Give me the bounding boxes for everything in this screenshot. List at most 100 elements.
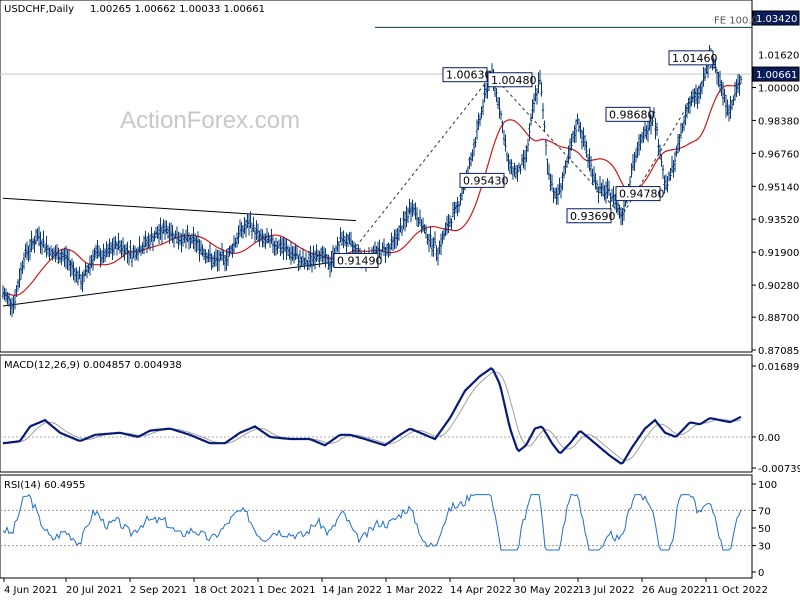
- price-bar: [597, 186, 600, 204]
- annotation-label: 0.93690: [570, 210, 616, 223]
- x-tick-label: 11 Oct 2022: [706, 585, 768, 596]
- price-bar: [622, 197, 626, 221]
- price-bar: [501, 120, 504, 134]
- current-price-label: 1.00661: [756, 70, 797, 81]
- price-annotation: 1.01460: [668, 50, 718, 66]
- x-tick-label: 2 Sep 2021: [130, 585, 187, 596]
- price-annotation: 0.91490: [333, 252, 383, 268]
- price-bar: [81, 271, 84, 292]
- price-bar: [148, 235, 152, 251]
- price-bar: [436, 248, 440, 266]
- price-bar: [700, 81, 704, 95]
- chart-header-ohlc: 1.00265 1.00662 1.00033 1.00661: [90, 4, 265, 15]
- macd-title: MACD(12,26,9) 0.004857 0.004938: [4, 360, 182, 371]
- rsi-plot-area: 100 70 50 30 0: [0, 480, 777, 579]
- rsi-panel-frame: [0, 474, 753, 579]
- rsi-tick-label: 70: [758, 506, 771, 517]
- price-bar: [739, 75, 743, 84]
- price-bar: [61, 248, 65, 262]
- chart-header-symbol: USDCHF,Daily: [4, 4, 74, 15]
- price-bar: [432, 237, 435, 257]
- main-y-axis: 1.00000 0.98380 0.96760 0.95140 0.93520 0.919…: [752, 10, 800, 357]
- price-bar: [439, 233, 443, 256]
- price-bar: [136, 246, 140, 262]
- price-bar: [379, 249, 383, 261]
- macd-tick-label: -0.007393: [758, 464, 800, 475]
- price-annotation: 0.94780: [615, 186, 665, 202]
- rsi-tick-label: 50: [758, 524, 771, 535]
- x-tick-label: 18 Oct 2021: [194, 585, 256, 596]
- price-bar: [1, 285, 5, 299]
- price-bar: [561, 172, 564, 191]
- price-annotation: 0.95430: [459, 172, 509, 188]
- main-panel-frame: [0, 0, 753, 353]
- annotation-label: 0.91490: [337, 254, 383, 267]
- price-bar: [433, 231, 437, 247]
- rsi-line: [2, 493, 742, 551]
- x-axis: 4 Jun 2021 20 Jul 2021 2 Sep 2021 18 Oct 20…: [3, 578, 768, 596]
- x-tick-label: 1 Dec 2021: [258, 585, 316, 596]
- annotation-label: 0.98680: [609, 108, 655, 121]
- price-bar: [526, 138, 530, 152]
- price-bar: [22, 252, 26, 270]
- price-bar: [541, 102, 545, 120]
- y-tick-label: 0.96760: [758, 149, 799, 160]
- price-bar: [495, 88, 498, 103]
- macd-line: [2, 367, 742, 465]
- x-tick-label: 30 May 2022: [514, 585, 579, 596]
- price-bar: [703, 67, 707, 82]
- price-bar: [630, 163, 633, 178]
- y-tick-label: 0.88700: [758, 313, 799, 324]
- price-bar: [252, 216, 255, 232]
- x-tick-label: 14 Jan 2022: [322, 585, 382, 596]
- rsi-tick-label: 100: [758, 480, 777, 491]
- price-bar: [652, 107, 656, 119]
- x-tick-label: 13 Jul 2022: [578, 585, 635, 596]
- macd-tick-label: 0.016893: [758, 362, 800, 373]
- y-tick-label: 0.87085: [758, 346, 799, 357]
- price-bar: [217, 249, 221, 271]
- price-annotation: 0.93690: [566, 208, 616, 224]
- macd-panel-frame: [0, 354, 753, 473]
- price-bar: [607, 180, 611, 196]
- price-bar: [538, 69, 542, 85]
- price-bar: [418, 209, 422, 225]
- annotation-label: 0.95430: [463, 174, 509, 187]
- price-bar: [337, 241, 341, 254]
- price-bar: [471, 149, 474, 162]
- price-bar: [429, 225, 432, 248]
- price-bar: [570, 133, 573, 151]
- watermark: ActionForex.com: [120, 107, 300, 134]
- price-bar: [474, 136, 477, 148]
- annotation-label: 1.00480: [491, 74, 537, 87]
- price-bar: [678, 133, 681, 152]
- price-bar: [655, 122, 659, 136]
- price-bar: [642, 126, 645, 143]
- price-bar: [103, 248, 107, 263]
- x-tick-label: 1 Mar 2022: [386, 585, 443, 596]
- price-bar: [510, 159, 513, 175]
- price-bar: [535, 88, 539, 105]
- x-tick-label: 20 Jul 2021: [66, 585, 123, 596]
- price-bar: [498, 97, 501, 119]
- price-bar: [7, 292, 11, 307]
- price-bar: [15, 284, 18, 297]
- price-bar: [661, 164, 665, 179]
- price-bar: [129, 240, 132, 259]
- price-bar: [481, 99, 485, 116]
- price-bar: [406, 207, 410, 224]
- level-label: 1.01620: [758, 51, 799, 62]
- price-bar: [504, 134, 507, 152]
- price-bar: [249, 211, 252, 229]
- price-bar: [540, 81, 543, 97]
- price-bar: [544, 138, 548, 156]
- price-bar: [673, 151, 677, 172]
- price-bar: [589, 156, 593, 177]
- fe-label: FE 100.0: [714, 15, 758, 26]
- y-tick-label: 0.90280: [758, 281, 799, 292]
- price-bar: [478, 114, 482, 127]
- price-bar: [532, 93, 536, 113]
- price-bar: [658, 144, 662, 160]
- y-tick-label: 0.95140: [758, 182, 799, 193]
